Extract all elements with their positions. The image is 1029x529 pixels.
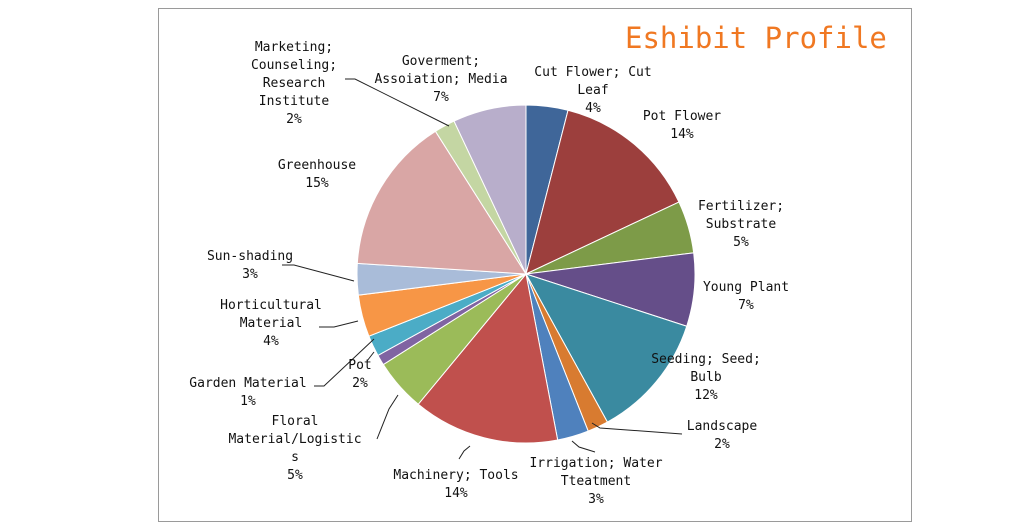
leader-line-pot <box>366 351 375 362</box>
slice-name-line: Greenhouse <box>278 158 356 173</box>
slice-name-line: Young Plant <box>703 280 789 295</box>
leader-line-irrigation-water-tteatment <box>571 440 596 453</box>
slice-label-seeding-seed-bulb: Seeding; Seed; Bulb 12% <box>651 352 761 403</box>
slice-name-line: Research <box>263 76 326 91</box>
chart-title: Eshibit Profile <box>625 21 887 55</box>
slice-labels: Cut Flower; Cut Leaf 4% Pot Flower 14% Fertil… <box>189 40 789 507</box>
pie-chart: Eshibit Profile Cut Flower; Cut Leaf 4% Pot… <box>189 21 887 507</box>
slice-label-machinery-tools: Machinery; Tools 14% <box>393 468 518 501</box>
slice-percent-label: 2% <box>352 376 368 391</box>
leader-line-marketing-counseling-research-institute <box>345 78 450 127</box>
pie-slices <box>356 104 696 444</box>
slice-name-line: Bulb <box>690 370 721 385</box>
slice-name-line: Assoiation; Media <box>374 72 507 87</box>
slice-name-line: Fertilizer; <box>698 199 784 214</box>
slice-percent-label: 3% <box>588 492 604 507</box>
pie-slice-seeding-seed-bulb <box>524 273 688 423</box>
slice-percent-label: 7% <box>433 90 449 105</box>
slice-label-irrigation-water-tteatment: Irrigation; Water Tteatment 3% <box>529 456 662 507</box>
slice-name-line: Marketing; <box>255 40 333 55</box>
slice-name-line: Goverment; <box>402 54 480 69</box>
pie-slice-goverment-assoiation-media <box>453 104 527 275</box>
slice-label-pot: Pot 2% <box>348 358 371 391</box>
slice-percent-label: 14% <box>444 486 468 501</box>
slice-name-line: Material <box>240 316 303 331</box>
slice-name-line: Horticultural <box>220 298 322 313</box>
slice-name-line: Sun-shading <box>207 249 293 264</box>
slice-name-line: Substrate <box>706 217 777 232</box>
slice-name-line: Counseling; <box>251 58 337 73</box>
leader-line-floral-material-logistics <box>376 394 399 440</box>
slice-label-young-plant: Young Plant 7% <box>703 280 789 313</box>
slice-label-pot-flower: Pot Flower 14% <box>643 109 721 142</box>
slice-name-line: Machinery; Tools <box>393 468 518 483</box>
pie-slice-greenhouse <box>356 130 527 275</box>
slice-percent-label: 14% <box>670 127 694 142</box>
pie-slice-machinery-tools <box>417 272 559 444</box>
leader-line-landscape <box>591 422 683 435</box>
slice-name-line: Floral <box>272 414 319 429</box>
slice-label-cut-flower-cut-leaf: Cut Flower; Cut Leaf 4% <box>534 65 651 116</box>
slice-name-line: Seeding; Seed; <box>651 352 761 367</box>
slice-name-line: Pot <box>348 358 371 373</box>
slice-name-line: Landscape <box>687 419 758 434</box>
leader-line-garden-material <box>314 338 375 387</box>
slice-percent-label: 3% <box>242 267 258 282</box>
slice-percent-label: 5% <box>733 235 749 250</box>
leader-lines <box>282 78 683 460</box>
slice-label-sun-shading: Sun-shading 3% <box>207 249 293 282</box>
leader-line-sun-shading <box>282 264 355 282</box>
slice-label-fertilizer-substrate: Fertilizer; Substrate 5% <box>698 199 784 250</box>
slice-name-line: Material/Logistic <box>228 432 361 447</box>
slice-name-line: Leaf <box>577 83 608 98</box>
slice-name-line: Institute <box>259 94 330 109</box>
leader-line-machinery-tools <box>458 445 471 460</box>
slice-name-line: s <box>291 450 299 465</box>
slice-percent-label: 1% <box>240 394 256 409</box>
leader-line-horticultural-material <box>319 320 359 328</box>
slice-name-line: Tteatment <box>561 474 631 489</box>
slice-label-goverment-assoiation-media: Goverment; Assoiation; Media 7% <box>374 54 507 105</box>
slice-percent-label: 2% <box>286 112 302 127</box>
slice-name-line: Garden Material <box>189 376 306 391</box>
slice-label-garden-material: Garden Material 1% <box>189 376 306 409</box>
slice-percent-label: 5% <box>287 468 303 483</box>
slice-label-marketing-counseling-research-institute: Marketing; Counseling; Research Institute 2% <box>251 40 337 127</box>
slice-percent-label: 7% <box>738 298 754 313</box>
slice-percent-label: 4% <box>585 101 601 116</box>
slice-name-line: Cut Flower; Cut <box>534 65 651 80</box>
slice-percent-label: 15% <box>305 176 329 191</box>
slice-label-floral-material-logistics: Floral Material/Logistic s 5% <box>228 414 361 483</box>
slice-label-horticultural-material: Horticultural Material 4% <box>220 298 322 349</box>
slice-label-greenhouse: Greenhouse 15% <box>278 158 356 191</box>
slice-percent-label: 2% <box>714 437 730 452</box>
slice-percent-label: 12% <box>694 388 718 403</box>
slice-label-landscape: Landscape 2% <box>687 419 758 452</box>
slice-percent-label: 4% <box>263 334 279 349</box>
chart-frame: Eshibit Profile Cut Flower; Cut Leaf 4% Pot… <box>158 8 912 522</box>
slice-name-line: Pot Flower <box>643 109 721 124</box>
pie-slice-pot-flower <box>525 109 680 275</box>
slice-name-line: Irrigation; Water <box>529 456 662 471</box>
